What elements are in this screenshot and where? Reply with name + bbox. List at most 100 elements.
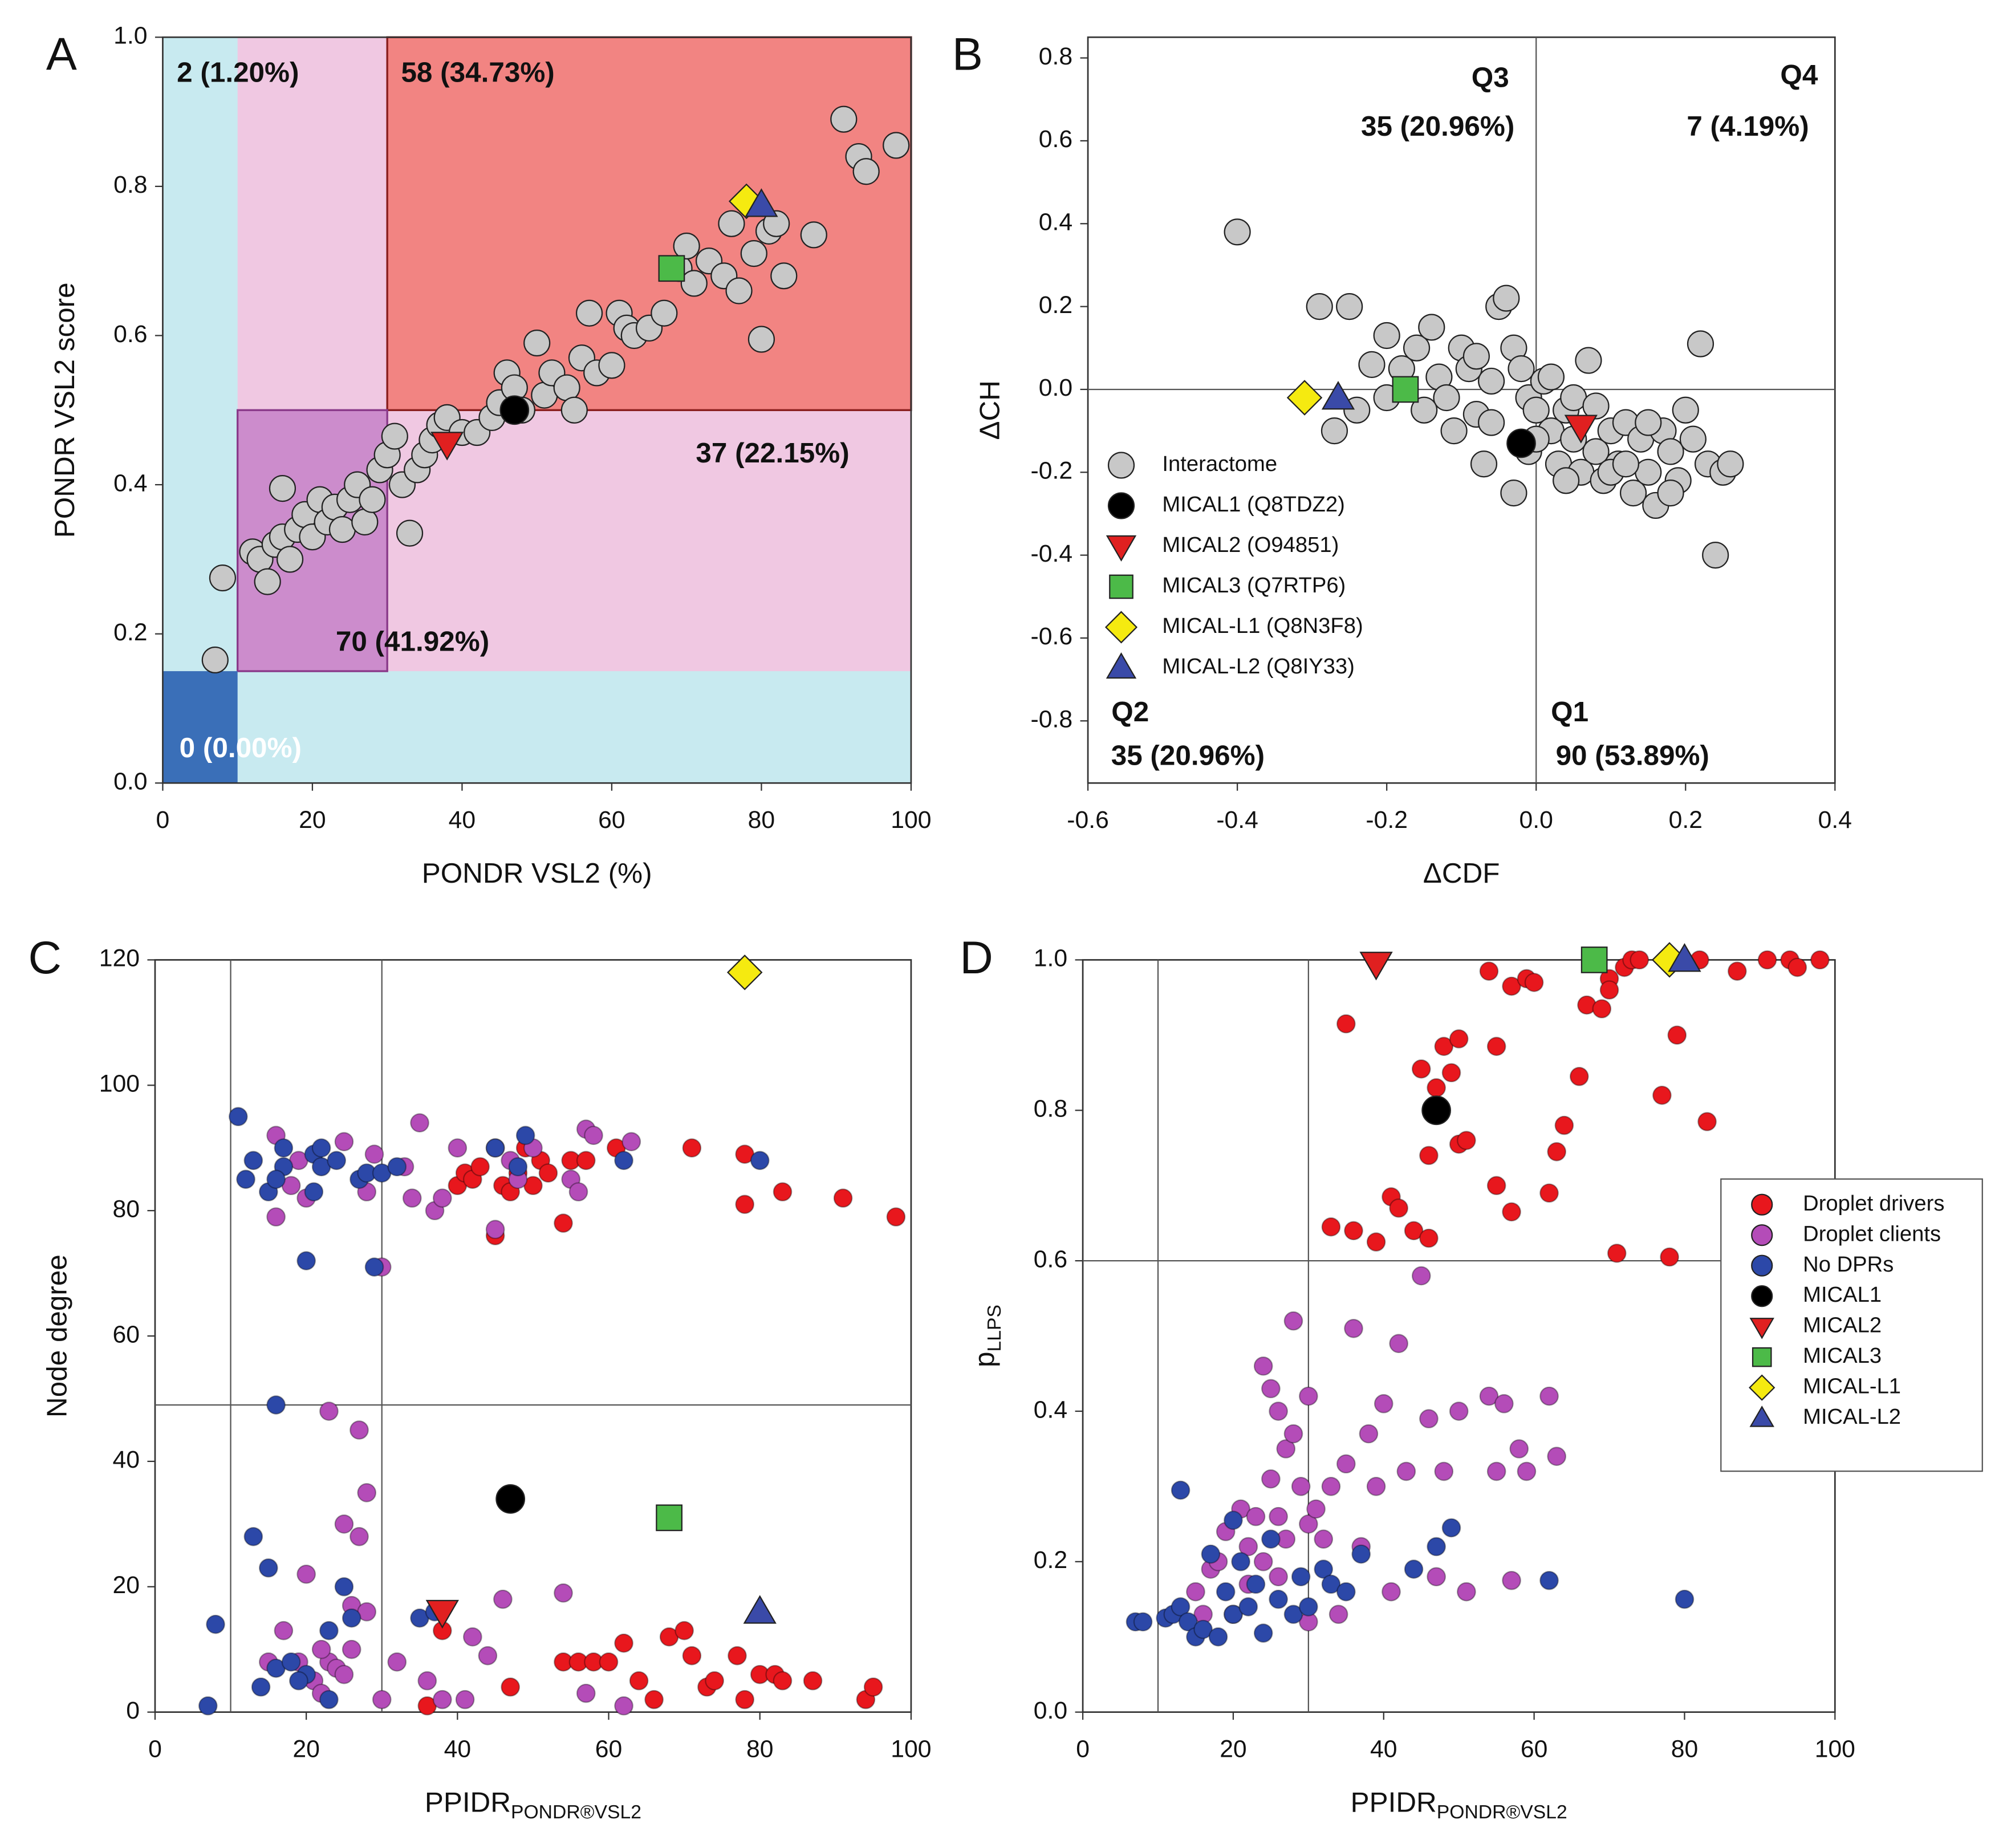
data-point <box>328 515 356 543</box>
x-tick-label: 20 <box>299 806 326 834</box>
x-tick-label: 20 <box>1220 1735 1246 1762</box>
data-point <box>1478 367 1505 395</box>
data-point <box>1502 976 1521 996</box>
data-point <box>1554 1115 1574 1135</box>
data-point <box>430 432 464 461</box>
data-point <box>538 1163 558 1183</box>
data-point <box>1506 428 1536 458</box>
data-point <box>448 1138 468 1158</box>
data-point <box>1404 1559 1424 1579</box>
data-point <box>1582 392 1610 420</box>
data-point <box>1672 396 1699 424</box>
data-point <box>1299 1597 1318 1617</box>
data-point <box>770 262 798 290</box>
data-point <box>553 374 580 401</box>
data-point <box>1486 1037 1506 1056</box>
legend-label: MICAL2 <box>1803 1313 1882 1338</box>
data-point <box>886 1207 906 1227</box>
data-point <box>251 1677 271 1697</box>
data-point <box>1675 1589 1695 1609</box>
data-point <box>350 1526 369 1546</box>
data-point <box>1276 1439 1296 1459</box>
data-point <box>1619 480 1647 507</box>
data-point <box>1668 943 1701 972</box>
plot-frame <box>162 36 912 784</box>
x-tick-label: -0.6 <box>1067 806 1109 834</box>
data-point <box>1246 1574 1266 1594</box>
data-point <box>1238 1537 1258 1557</box>
data-point <box>1599 980 1619 1000</box>
data-point <box>334 1577 354 1597</box>
data-point <box>1522 396 1550 424</box>
data-point <box>372 1689 392 1709</box>
data-point <box>1421 1095 1451 1126</box>
data-point <box>1328 1605 1348 1624</box>
data-point <box>863 1677 883 1697</box>
data-point <box>1178 1612 1198 1632</box>
data-point <box>1299 1386 1318 1406</box>
y-tick-label: 20 <box>112 1571 139 1599</box>
data-point <box>726 955 763 990</box>
data-point <box>1261 1469 1281 1489</box>
data-point <box>1478 409 1505 436</box>
x-tick-label: -0.2 <box>1366 806 1408 834</box>
data-point <box>432 1689 452 1709</box>
data-point <box>1434 1461 1454 1481</box>
data-point <box>198 1696 218 1716</box>
data-point <box>1336 1582 1356 1602</box>
data-point <box>1479 961 1499 981</box>
legend-marker <box>1751 1285 1773 1307</box>
legend-marker <box>1751 1224 1773 1246</box>
data-point <box>359 486 386 513</box>
data-point <box>1580 947 1608 973</box>
data-point <box>508 1157 528 1177</box>
data-point <box>254 568 281 595</box>
data-point <box>852 158 880 185</box>
data-point <box>1224 1510 1243 1530</box>
data-point <box>1321 1477 1341 1496</box>
x-tick-label: 80 <box>748 806 775 834</box>
data-point <box>728 1646 747 1666</box>
legend-label: MICAL-L1 (Q8N3F8) <box>1162 614 1363 638</box>
data-point <box>432 1188 452 1208</box>
data-point <box>614 1696 633 1716</box>
y-tick-label: -0.4 <box>1031 540 1073 567</box>
data-point <box>350 1420 369 1440</box>
data-point <box>1269 1402 1288 1421</box>
data-point <box>1486 1461 1506 1481</box>
data-point <box>531 381 558 409</box>
data-point <box>675 1620 694 1640</box>
data-point <box>1269 1567 1288 1587</box>
data-point <box>584 1126 603 1146</box>
data-point <box>1314 1529 1334 1549</box>
data-point <box>1253 1623 1273 1643</box>
data-point <box>1449 1402 1469 1421</box>
data-point <box>1479 1386 1499 1406</box>
data-point <box>1427 1537 1446 1557</box>
data-point <box>485 1138 505 1158</box>
region-label: 58 (34.73%) <box>401 57 554 88</box>
x-tick-label: 40 <box>444 1735 471 1762</box>
legend-marker <box>1751 1193 1773 1216</box>
data-point <box>258 1558 278 1578</box>
label-subscript: PONDR®VSL2 <box>1437 1801 1567 1823</box>
data-point <box>1470 450 1498 478</box>
y-tick-label: 60 <box>112 1321 139 1348</box>
data-point <box>1286 380 1323 416</box>
data-point <box>883 132 910 159</box>
data-point <box>1547 1142 1567 1161</box>
data-point <box>1382 1582 1401 1602</box>
data-point <box>1524 973 1544 992</box>
data-point <box>1411 396 1438 424</box>
legend-marker <box>1104 611 1138 644</box>
data-point <box>680 270 708 297</box>
x-tick-label: 40 <box>1370 1735 1397 1762</box>
data-point <box>1727 961 1747 981</box>
data-point <box>364 1257 384 1277</box>
y-tick-label: 1.0 <box>1034 945 1067 972</box>
data-point <box>1359 952 1393 981</box>
y-tick-label: 0.0 <box>1039 374 1072 401</box>
y-tick-label: 0.4 <box>1039 209 1072 236</box>
x-tick-label: 60 <box>598 806 625 834</box>
data-point <box>1336 1014 1356 1034</box>
